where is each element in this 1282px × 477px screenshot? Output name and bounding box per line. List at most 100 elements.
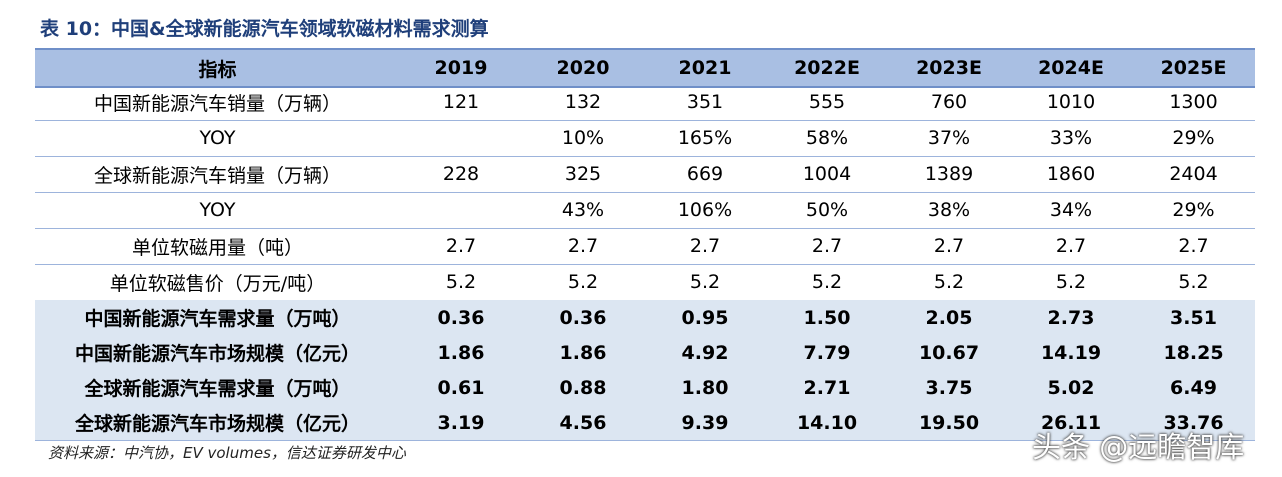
table-cell: 165% bbox=[677, 127, 733, 149]
table-cell: 58% bbox=[805, 127, 849, 149]
table-cell: 2.7 bbox=[445, 235, 477, 257]
row-label: 单位软磁用量（吨） bbox=[131, 236, 303, 259]
table-cell: 9.39 bbox=[681, 411, 729, 434]
table-cell: 10% bbox=[561, 127, 605, 149]
watermark: 头条 @远瞻智库 bbox=[1032, 430, 1245, 464]
table-cell: 34% bbox=[1049, 199, 1093, 221]
table-cell: 2.7 bbox=[1055, 235, 1087, 257]
table-cell: 2.71 bbox=[803, 376, 851, 399]
table-cell: 669 bbox=[686, 163, 724, 185]
table-cell: 26.11 bbox=[1040, 411, 1102, 434]
table-cell: 5.2 bbox=[689, 271, 721, 293]
table-cell: 1.86 bbox=[437, 341, 485, 364]
table-cell: 1.80 bbox=[681, 376, 729, 399]
table-cell: 351 bbox=[686, 91, 724, 113]
table-cell: 760 bbox=[930, 91, 968, 113]
row-label: 指标 bbox=[198, 58, 237, 81]
row-label: YOY bbox=[199, 199, 236, 221]
table-cell: 5.2 bbox=[811, 271, 843, 293]
table-cell: 3.19 bbox=[437, 411, 485, 434]
table-cell: 0.36 bbox=[559, 306, 607, 329]
table-cell: 1300 bbox=[1169, 91, 1218, 113]
table-cell: 1004 bbox=[802, 163, 852, 185]
table-row: 中国新能源汽车销量（万辆） 121 132 351 555 760 1010 1300 bbox=[35, 84, 1255, 121]
table-cell: 5.2 bbox=[1178, 271, 1209, 293]
table-cell: 3.75 bbox=[925, 376, 973, 399]
table-cell: 14.10 bbox=[796, 411, 858, 434]
table-cell: 43% bbox=[561, 199, 605, 221]
table-cell: 33.76 bbox=[1163, 411, 1224, 434]
table-cell: 2020 bbox=[556, 57, 610, 79]
table-row: 指标 2019 2020 2021 2022E 2023E 2024E 2025E bbox=[35, 48, 1255, 88]
table-row: 单位软磁售价（万元/吨） 5.2 5.2 5.2 5.2 5.2 5.2 5.2 bbox=[35, 264, 1255, 301]
table-cell: 132 bbox=[564, 91, 602, 113]
table-cell: 5.2 bbox=[445, 271, 477, 293]
table-cell: 2.7 bbox=[811, 235, 843, 257]
table-cell: 2021 bbox=[678, 57, 732, 79]
table-cell: 1389 bbox=[924, 163, 974, 185]
row-label: YOY bbox=[199, 127, 236, 149]
table-cell: 2.7 bbox=[567, 235, 599, 257]
row-label: 中国新能源汽车市场规模（亿元） bbox=[74, 343, 360, 365]
table-cell: 1860 bbox=[1046, 163, 1096, 185]
table-cell: 33% bbox=[1049, 127, 1093, 149]
table-cell: 2.7 bbox=[933, 235, 965, 257]
row-label: 单位软磁售价（万元/吨） bbox=[109, 272, 326, 295]
table-row: 全球新能源汽车市场规模（亿元） 3.19 4.56 9.39 14.10 19.50 26.… bbox=[35, 405, 1255, 441]
table-cell: 29% bbox=[1172, 127, 1215, 149]
table-cell: 10.67 bbox=[918, 341, 980, 364]
table-cell: 29% bbox=[1172, 199, 1215, 221]
row-label: 中国新能源汽车销量（万辆） bbox=[93, 92, 341, 115]
table-row: 单位软磁用量（吨） 2.7 2.7 2.7 2.7 2.7 2.7 2.7 bbox=[35, 228, 1255, 265]
source-note: 资料来源：中汽协，EV volumes，信达证券研发中心 bbox=[48, 444, 406, 462]
table-cell: 4.92 bbox=[681, 341, 729, 364]
row-label: 全球新能源汽车需求量（万吨） bbox=[84, 378, 351, 400]
table-cell: 1010 bbox=[1046, 91, 1096, 113]
table-cell: 50% bbox=[805, 199, 849, 221]
table-cell: 2025E bbox=[1160, 57, 1227, 79]
table-cell: 2.05 bbox=[925, 306, 973, 329]
table-cell: 4.56 bbox=[559, 411, 607, 434]
table-row: 全球新能源汽车需求量（万吨） 0.61 0.88 1.80 2.71 3.75 5.02 6.… bbox=[35, 370, 1255, 405]
table-cell: 2023E bbox=[916, 57, 982, 79]
table-cell: 0.88 bbox=[559, 376, 607, 399]
table-cell: 555 bbox=[808, 91, 846, 113]
row-label: 中国新能源汽车需求量（万吨） bbox=[84, 308, 351, 330]
table-cell: 6.49 bbox=[1170, 376, 1217, 399]
table-cell: 5.2 bbox=[1055, 271, 1087, 293]
table-cell: 37% bbox=[927, 127, 971, 149]
row-label: 全球新能源汽车市场规模（亿元） bbox=[74, 413, 360, 435]
table-cell bbox=[400, 120, 522, 156]
table-cell: 325 bbox=[564, 163, 602, 185]
table-cell: 38% bbox=[927, 199, 971, 221]
table-cell: 106% bbox=[677, 199, 733, 221]
table-row: YOY 10% 165% 58% 37% 33% 29% bbox=[35, 120, 1255, 157]
table-cell: 0.36 bbox=[437, 306, 485, 329]
table-cell: 7.79 bbox=[803, 341, 851, 364]
table-cell: 228 bbox=[442, 163, 480, 185]
table-cell: 2019 bbox=[434, 57, 488, 79]
table-cell: 2.7 bbox=[689, 235, 721, 257]
table-cell: 0.61 bbox=[437, 376, 485, 399]
table-cell: 1.86 bbox=[559, 341, 607, 364]
table-cell: 121 bbox=[442, 91, 480, 113]
table-row: 全球新能源汽车销量（万辆） 228 325 669 1004 1389 1860 2404 bbox=[35, 156, 1255, 193]
table-row: 中国新能源汽车市场规模（亿元） 1.86 1.86 4.92 7.79 10.67 14.1… bbox=[35, 335, 1255, 371]
table-cell: 14.19 bbox=[1040, 341, 1102, 364]
row-label: 全球新能源汽车销量（万辆） bbox=[93, 164, 341, 187]
table-row: 中国新能源汽车需求量（万吨） 0.36 0.36 0.95 1.50 2.05 2.73 3.… bbox=[35, 300, 1255, 335]
table-cell: 5.02 bbox=[1047, 376, 1095, 399]
table-cell: 2024E bbox=[1038, 57, 1104, 79]
table-cell: 1.50 bbox=[803, 306, 851, 329]
table-cell: 2.73 bbox=[1047, 306, 1095, 329]
table-cell: 3.51 bbox=[1170, 306, 1217, 329]
table-cell: 5.2 bbox=[567, 271, 599, 293]
table-cell: 2.7 bbox=[1178, 235, 1209, 257]
table-cell: 18.25 bbox=[1163, 341, 1224, 364]
table-cell bbox=[400, 192, 522, 228]
table-cell: 2404 bbox=[1169, 163, 1218, 185]
table-title: 表 10：中国&全球新能源汽车领域软磁材料需求测算 bbox=[40, 18, 489, 40]
table-cell: 19.50 bbox=[918, 411, 980, 434]
table-row: YOY 43% 106% 50% 38% 34% 29% bbox=[35, 192, 1255, 229]
